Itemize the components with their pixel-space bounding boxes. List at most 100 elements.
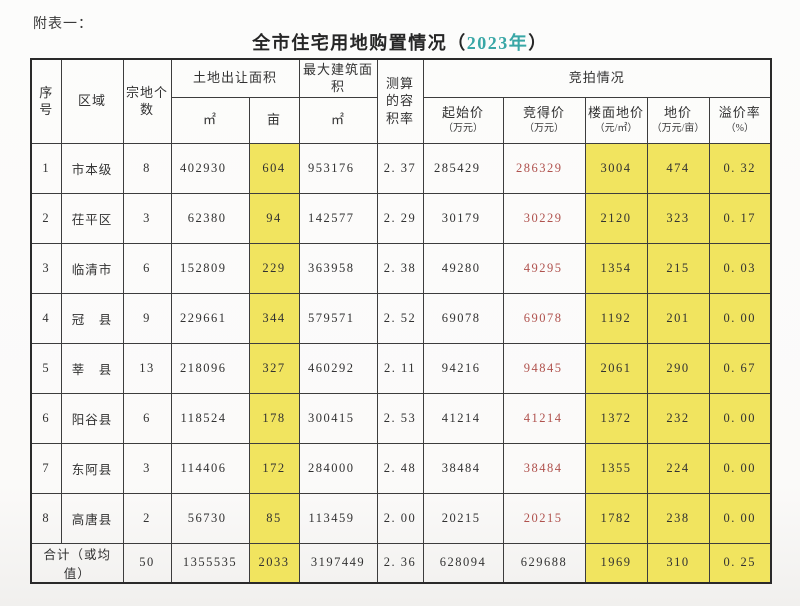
table-row: 4 冠 县 9 229661 344 579571 2. 52 69078 69…: [30, 292, 772, 344]
cell-floor-price: 1192: [584, 292, 648, 344]
cell-start-price: 49280: [422, 242, 504, 294]
cell-win-price: 30229: [502, 192, 586, 244]
cell-area-m2: 229661: [170, 292, 250, 344]
cell-floor-price: 3004: [584, 142, 648, 194]
cell-no: 7: [30, 442, 62, 494]
cell-region: 冠 县: [60, 292, 124, 344]
cell-no: 8: [30, 492, 62, 544]
cell-floor-price: 1372: [584, 392, 648, 444]
cell-no: 2: [30, 192, 62, 244]
cell-build-m2: 300415: [298, 392, 378, 444]
cell-parcels: 2: [122, 492, 172, 544]
title-prefix: 全市住宅用地购置情况（: [252, 33, 467, 53]
cell-build-m2: 113459: [298, 492, 378, 544]
cell-area-mu: 327: [248, 342, 300, 394]
title-year: 2023年: [466, 33, 529, 53]
cell-premium: 0. 67: [708, 342, 772, 394]
header-build-m2: ㎡: [298, 96, 378, 144]
header-region: 区域: [60, 58, 124, 144]
table-total-row: 合计（或均值） 50 1355535 2033 3197449 2. 36 62…: [30, 542, 772, 584]
total-win-price: 629688: [502, 542, 586, 584]
cell-build-m2: 579571: [298, 292, 378, 344]
cell-premium: 0. 03: [708, 242, 772, 294]
cell-area-mu: 172: [248, 442, 300, 494]
total-far: 2. 36: [376, 542, 424, 584]
cell-far: 2. 52: [376, 292, 424, 344]
header-land-price: 地价 （万元/亩）: [646, 96, 710, 144]
cell-area-m2: 62380: [170, 192, 250, 244]
cell-land-price: 201: [646, 292, 710, 344]
cell-region: 市本级: [60, 142, 124, 194]
cell-area-m2: 402930: [170, 142, 250, 194]
cell-win-price: 38484: [502, 442, 586, 494]
cell-premium: 0. 00: [708, 292, 772, 344]
header-parcels: 宗地个数: [122, 58, 172, 144]
header-far: 测算的容积率: [376, 58, 424, 144]
cell-parcels: 6: [122, 242, 172, 294]
total-land-price: 310: [646, 542, 710, 584]
attachment-label: 附表一：: [33, 17, 93, 32]
cell-start-price: 38484: [422, 442, 504, 494]
cell-premium: 0. 17: [708, 192, 772, 244]
cell-area-m2: 118524: [170, 392, 250, 444]
header-area-m2: ㎡: [170, 96, 250, 144]
cell-area-mu: 94: [248, 192, 300, 244]
total-label: 合计（或均值）: [30, 542, 124, 584]
cell-parcels: 3: [122, 442, 172, 494]
header-area-mu: 亩: [248, 96, 300, 144]
cell-area-m2: 218096: [170, 342, 250, 394]
cell-win-price: 20215: [502, 492, 586, 544]
cell-start-price: 30179: [422, 192, 504, 244]
header-max-build-group: 最大建筑面积: [298, 58, 378, 98]
cell-win-price: 286329: [502, 142, 586, 194]
cell-region: 东阿县: [60, 442, 124, 494]
cell-floor-price: 2120: [584, 192, 648, 244]
cell-far: 2. 53: [376, 392, 424, 444]
cell-area-mu: 85: [248, 492, 300, 544]
table-row: 6 阳谷县 6 118524 178 300415 2. 53 41214 41…: [30, 392, 772, 444]
cell-parcels: 9: [122, 292, 172, 344]
cell-floor-price: 1354: [584, 242, 648, 294]
cell-win-price: 94845: [502, 342, 586, 394]
cell-land-price: 323: [646, 192, 710, 244]
cell-win-price: 41214: [502, 392, 586, 444]
cell-far: 2. 38: [376, 242, 424, 294]
cell-far: 2. 00: [376, 492, 424, 544]
cell-build-m2: 142577: [298, 192, 378, 244]
cell-far: 2. 11: [376, 342, 424, 394]
cell-parcels: 8: [122, 142, 172, 194]
cell-land-price: 232: [646, 392, 710, 444]
total-start-price: 628094: [422, 542, 504, 584]
cell-premium: 0. 00: [708, 492, 772, 544]
cell-start-price: 285429: [422, 142, 504, 194]
cell-premium: 0. 00: [708, 392, 772, 444]
cell-land-price: 215: [646, 242, 710, 294]
header-auction-group: 竞拍情况: [422, 58, 772, 98]
total-floor-price: 1969: [584, 542, 648, 584]
page-title: 全市住宅用地购置情况（2023年）: [30, 29, 770, 55]
total-build-m2: 3197449: [298, 542, 378, 584]
cell-area-mu: 344: [248, 292, 300, 344]
header-floor-price: 楼面地价 （元/㎡）: [584, 96, 648, 144]
cell-premium: 0. 32: [708, 142, 772, 194]
cell-start-price: 69078: [422, 292, 504, 344]
cell-region: 临清市: [60, 242, 124, 294]
cell-start-price: 94216: [422, 342, 504, 394]
cell-area-m2: 114406: [170, 442, 250, 494]
cell-area-m2: 56730: [170, 492, 250, 544]
cell-build-m2: 953176: [298, 142, 378, 194]
cell-area-m2: 152809: [170, 242, 250, 294]
cell-parcels: 6: [122, 392, 172, 444]
cell-area-mu: 229: [248, 242, 300, 294]
title-suffix: ）: [528, 33, 548, 53]
cell-region: 高唐县: [60, 492, 124, 544]
header-start-price: 起始价 （万元）: [422, 96, 504, 144]
cell-region: 阳谷县: [60, 392, 124, 444]
cell-land-price: 224: [646, 442, 710, 494]
table-row: 3 临清市 6 152809 229 363958 2. 38 49280 49…: [30, 242, 772, 294]
land-purchase-table: 序号 区域 宗地个数 土地出让面积 最大建筑面积 测算的容积率 竞拍情况 ㎡ 亩…: [30, 58, 773, 584]
header-land-area-group: 土地出让面积: [170, 58, 300, 98]
cell-floor-price: 1782: [584, 492, 648, 544]
cell-floor-price: 1355: [584, 442, 648, 494]
